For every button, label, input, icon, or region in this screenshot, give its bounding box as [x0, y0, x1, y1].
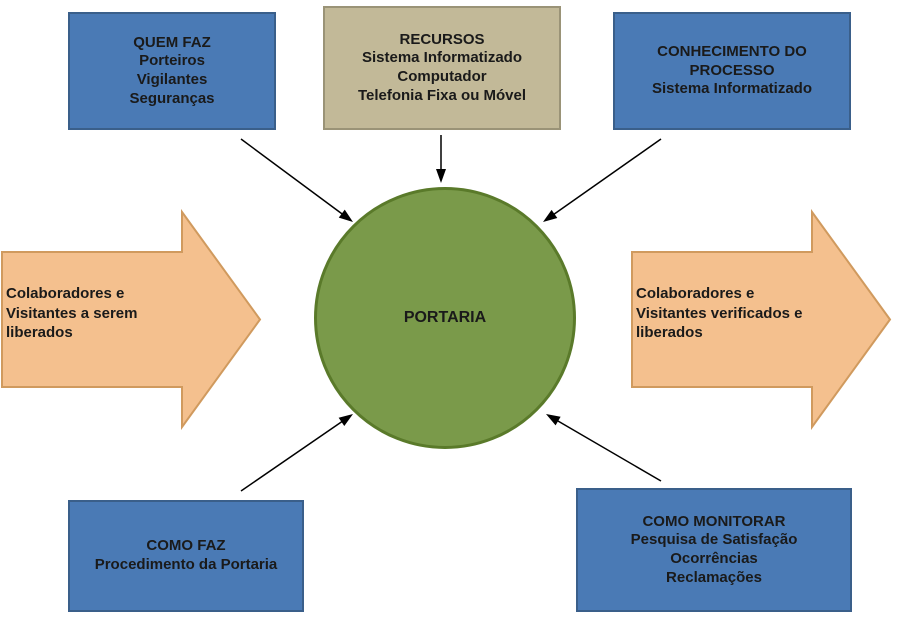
box-quem-faz: QUEM FAZ Porteiros Vigilantes Seguranças — [68, 12, 276, 130]
connector-arrow-3 — [550, 139, 661, 217]
box-conhecimento-line-1: Sistema Informatizado — [652, 80, 812, 99]
box-como-monitorar-title: COMO MONITORAR — [642, 513, 785, 532]
flow-output-line-2: Visitantes verificados e — [636, 304, 802, 324]
box-como-faz-line-1: Procedimento da Portaria — [95, 556, 278, 575]
flow-output-label: Colaboradores e Visitantes verificados e… — [636, 284, 802, 343]
connector-arrowhead-5 — [546, 414, 561, 425]
box-recursos: RECURSOS Sistema Informatizado Computado… — [323, 6, 561, 130]
center-circle-label: PORTARIA — [404, 309, 486, 327]
box-como-faz-title: COMO FAZ — [146, 537, 225, 556]
flow-output-line-1: Colaboradores e — [636, 284, 802, 304]
box-como-monitorar-line-2: Ocorrências — [670, 550, 758, 569]
box-quem-faz-line-1: Porteiros — [139, 52, 205, 71]
box-quem-faz-title: QUEM FAZ — [133, 34, 211, 53]
connector-arrow-4 — [241, 419, 346, 491]
flow-input-line-2: Visitantes a serem — [6, 304, 137, 324]
connector-arrowhead-3 — [543, 210, 557, 222]
flow-input-line-1: Colaboradores e — [6, 284, 137, 304]
connector-arrowhead-1 — [339, 210, 353, 222]
box-recursos-line-3: Telefonia Fixa ou Móvel — [358, 87, 526, 106]
flow-input-label: Colaboradores e Visitantes a serem liber… — [6, 284, 137, 343]
box-recursos-line-2: Computador — [397, 68, 486, 87]
box-recursos-title: RECURSOS — [399, 31, 484, 50]
box-conhecimento-title: CONHECIMENTO DO PROCESSO — [615, 43, 849, 81]
box-como-monitorar: COMO MONITORAR Pesquisa de Satisfação Oc… — [576, 488, 852, 612]
box-como-faz: COMO FAZ Procedimento da Portaria — [68, 500, 304, 612]
box-como-monitorar-line-1: Pesquisa de Satisfação — [631, 531, 798, 550]
box-conhecimento: CONHECIMENTO DO PROCESSO Sistema Informa… — [613, 12, 851, 130]
box-como-monitorar-line-3: Reclamações — [666, 569, 762, 588]
flow-output-line-3: liberados — [636, 323, 802, 343]
connector-arrowhead-4 — [339, 414, 353, 426]
flow-input-line-3: liberados — [6, 323, 137, 343]
box-quem-faz-line-3: Seguranças — [129, 90, 214, 109]
connector-arrow-1 — [241, 139, 346, 217]
connector-arrow-5 — [553, 418, 661, 481]
box-quem-faz-line-2: Vigilantes — [137, 71, 208, 90]
box-recursos-line-1: Sistema Informatizado — [362, 49, 522, 68]
connector-arrowhead-2 — [436, 169, 446, 183]
center-circle: PORTARIA — [314, 187, 576, 449]
